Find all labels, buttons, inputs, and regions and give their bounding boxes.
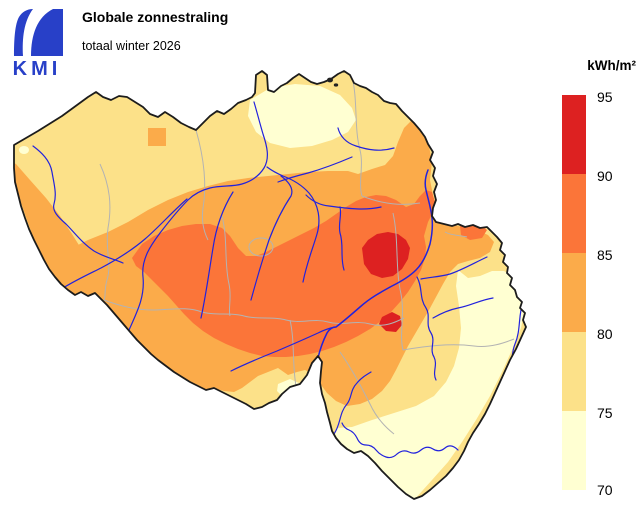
- rivers: [32, 101, 524, 459]
- river-leie: [62, 198, 188, 289]
- river-yser: [32, 145, 124, 264]
- legend-tick-75: 75: [597, 405, 613, 421]
- legend-tick-85: 85: [597, 247, 613, 263]
- band-80-85-southwest-strip: [14, 160, 88, 300]
- legend-tick-70: 70: [597, 482, 613, 498]
- province-border: [221, 215, 231, 317]
- page-subtitle: totaal winter 2026: [82, 39, 181, 53]
- kmi-logo-icon: [14, 9, 63, 56]
- legend-band-80-85: [562, 253, 586, 332]
- legend-tick-90: 90: [597, 168, 613, 184]
- province-border: [444, 231, 468, 238]
- legend-tick-95: 95: [597, 89, 613, 105]
- legend-band-90-95: [562, 95, 586, 174]
- legend-band-70-75: [562, 411, 586, 490]
- river-vesdre: [420, 256, 488, 280]
- river-lesse: [333, 371, 372, 435]
- river-kempen-canal: [337, 127, 395, 151]
- province-border: [402, 338, 515, 351]
- river-dender: [200, 191, 234, 319]
- province-border: [339, 351, 395, 435]
- river-dijle: [266, 166, 320, 283]
- page-title: Globale zonnestraling: [82, 9, 229, 25]
- river-ourthe: [416, 276, 437, 381]
- province-border: [99, 163, 111, 301]
- legend-unit-label: kWh/m²: [587, 58, 636, 73]
- kmi-logo: KMI: [8, 5, 66, 81]
- river-demer: [305, 194, 382, 210]
- river-gete: [338, 206, 345, 271]
- river-scheldt: [128, 101, 268, 331]
- legend-band-75-80: [562, 332, 586, 411]
- band-80-85-spot: [148, 128, 166, 146]
- band-70-75-south: [334, 270, 525, 499]
- enclave-baarle-hertog: [327, 77, 339, 87]
- river-sambre: [230, 326, 336, 372]
- river-zenne: [250, 175, 293, 301]
- province-border: [351, 75, 363, 197]
- province-border: [361, 195, 421, 205]
- province-border: [392, 212, 404, 351]
- province-border: [289, 319, 297, 387]
- legend-colorbar: [562, 95, 586, 490]
- kmi-logo-text: KMI: [12, 58, 62, 80]
- province-borders: [99, 75, 515, 435]
- brussels-region-border: [248, 237, 274, 257]
- band-70-75-kempen: [248, 84, 356, 148]
- province-border: [195, 129, 209, 241]
- legend-tick-80: 80: [597, 326, 613, 342]
- river-semois: [341, 422, 459, 459]
- province-border: [103, 299, 405, 326]
- belgium-outline: [13, 70, 527, 500]
- band-85-90-central-belt: [132, 190, 435, 357]
- band-90-95-condroz-core: [379, 312, 402, 332]
- river-ambleve: [432, 297, 494, 319]
- band-70-75-coast-spot: [19, 146, 29, 154]
- legend-band-85-90: [562, 174, 586, 253]
- river-nete: [277, 156, 353, 183]
